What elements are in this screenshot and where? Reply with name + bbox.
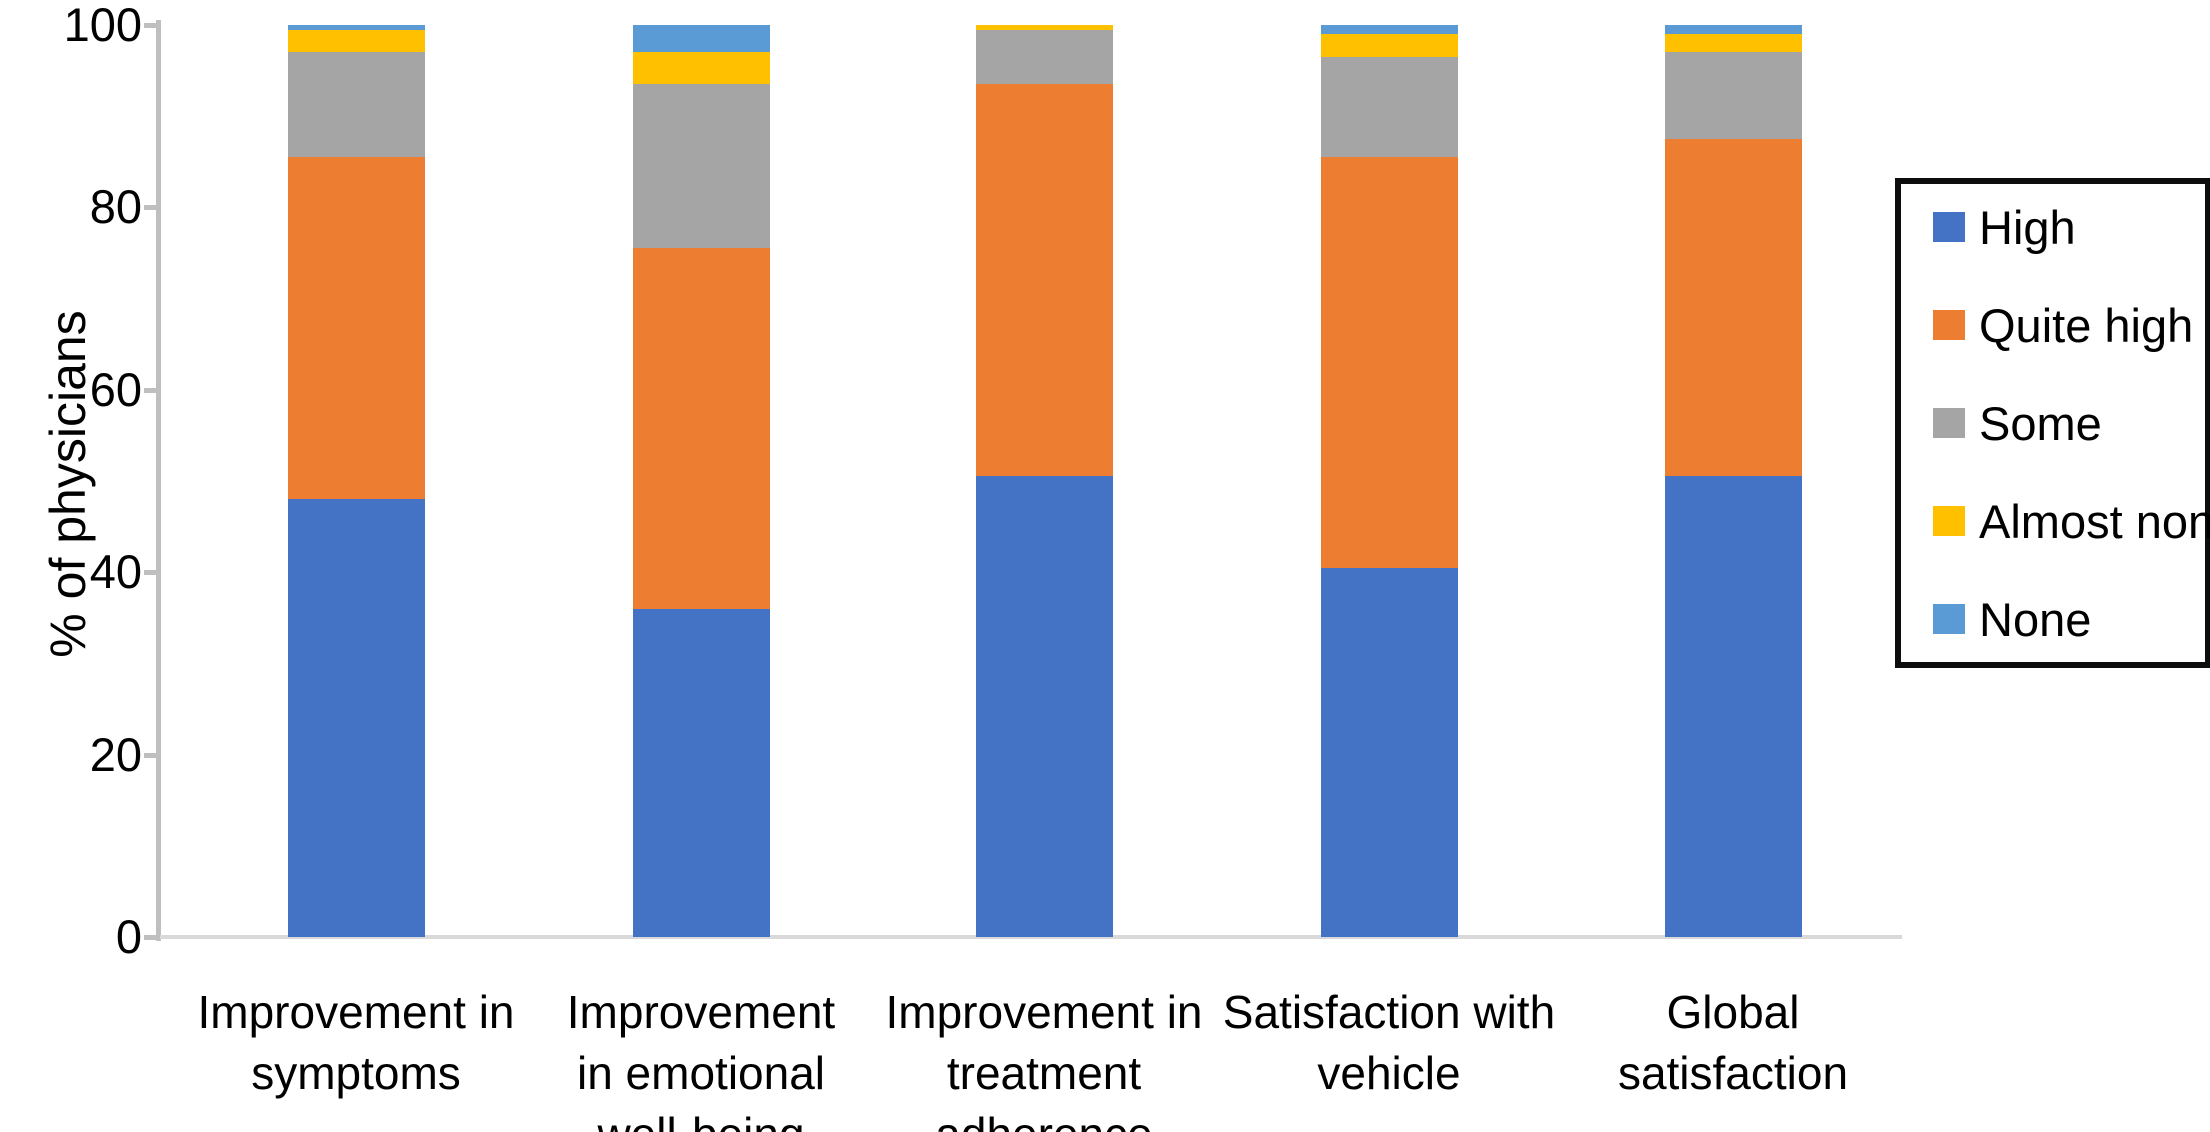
category-label: Global satisfaction bbox=[1617, 986, 1849, 1099]
legend-label: Quite high bbox=[1979, 298, 2194, 352]
bar-segment-some bbox=[632, 84, 770, 249]
y-tick-label: 20 bbox=[89, 727, 142, 781]
y-tick-label: 0 bbox=[115, 910, 142, 963]
bar-segment-almost-none bbox=[975, 25, 1113, 30]
category-label: Improvement in treatment adherence bbox=[885, 986, 1203, 1132]
y-tick-label: 40 bbox=[89, 545, 142, 599]
legend-item-quite-high: Quite high bbox=[1933, 296, 2193, 354]
legend-label: Almost none bbox=[1979, 494, 2210, 548]
bar-segment-quite-high bbox=[975, 84, 1113, 477]
bar-segment-high bbox=[975, 476, 1113, 937]
bar-segment-some bbox=[975, 29, 1113, 85]
bar-segment-high bbox=[1320, 567, 1458, 937]
bar-segment-quite-high bbox=[287, 157, 425, 500]
category-label: Improvement in emotional well-being bbox=[566, 986, 836, 1132]
bar-segment-almost-none bbox=[1320, 34, 1458, 57]
y-tick-mark bbox=[144, 752, 159, 758]
legend-label: Some bbox=[1979, 396, 2102, 450]
x-axis-baseline bbox=[160, 935, 1902, 939]
legend-swatch-icon bbox=[1933, 408, 1965, 438]
bar-segment-almost-none bbox=[632, 52, 770, 85]
y-axis-line bbox=[156, 20, 161, 941]
legend-item-high: High bbox=[1933, 198, 2076, 256]
legend-item-almost-none: Almost none bbox=[1933, 492, 2210, 550]
bar-segment-some bbox=[1664, 52, 1802, 139]
legend-swatch-icon bbox=[1933, 310, 1965, 340]
y-tick-label: 100 bbox=[63, 0, 142, 51]
bar-segment-quite-high bbox=[632, 248, 770, 609]
bar-segment-none bbox=[287, 25, 425, 30]
legend-item-none: None bbox=[1933, 590, 2091, 648]
bar-segment-high bbox=[1664, 476, 1802, 937]
bar-segment-none bbox=[632, 25, 770, 53]
legend-swatch-icon bbox=[1933, 506, 1965, 536]
y-axis-title: % of physicians bbox=[40, 310, 96, 658]
legend: High Quite high Some Almost none None bbox=[1895, 178, 2210, 668]
y-tick-label: 80 bbox=[89, 180, 142, 234]
bar-segment-high bbox=[287, 499, 425, 937]
category-label: Satisfaction with vehicle bbox=[1222, 986, 1556, 1099]
legend-swatch-icon bbox=[1933, 604, 1965, 634]
legend-label: High bbox=[1979, 200, 2076, 254]
y-tick-mark bbox=[144, 935, 159, 940]
bar-segment-none bbox=[1320, 25, 1458, 35]
bar-segment-some bbox=[1320, 56, 1458, 158]
y-tick-mark bbox=[144, 205, 159, 211]
bar-segment-high bbox=[632, 608, 770, 937]
legend-label: None bbox=[1979, 592, 2092, 646]
bar-segment-quite-high bbox=[1320, 157, 1458, 568]
bar-segment-almost-none bbox=[287, 29, 425, 53]
legend-swatch-icon bbox=[1933, 212, 1965, 242]
y-tick-label: 60 bbox=[89, 362, 142, 416]
bar-segment-none bbox=[1664, 25, 1802, 35]
legend-item-some: Some bbox=[1933, 394, 2102, 452]
y-tick-mark bbox=[144, 23, 159, 28]
category-label: Improvement in symptoms bbox=[197, 986, 515, 1099]
bar-segment-some bbox=[287, 52, 425, 158]
bar-segment-almost-none bbox=[1664, 34, 1802, 53]
bar-segment-quite-high bbox=[1664, 139, 1802, 477]
y-tick-mark bbox=[144, 387, 159, 393]
y-tick-mark bbox=[144, 570, 159, 576]
